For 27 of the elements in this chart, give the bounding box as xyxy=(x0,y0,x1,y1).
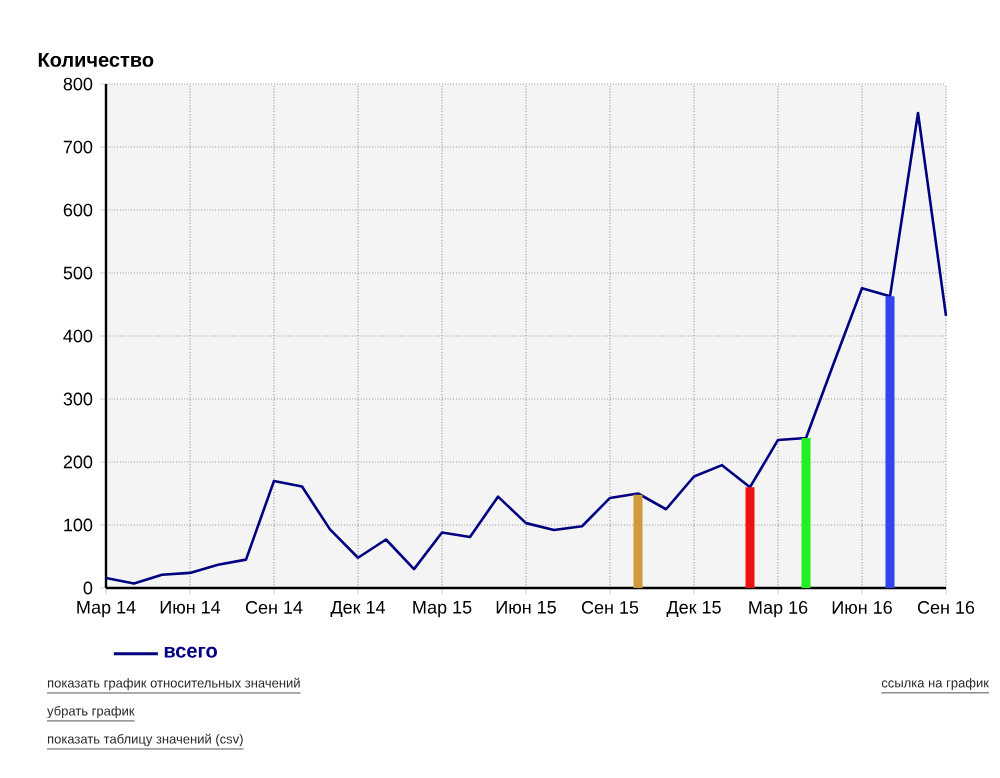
y-axis-title: Количество xyxy=(38,52,154,67)
x-tick-label: Июн 14 xyxy=(160,601,221,614)
bar xyxy=(885,296,895,588)
x-tick-label: Сен 15 xyxy=(581,601,639,614)
bar xyxy=(801,438,811,588)
x-tick-label: Июн 15 xyxy=(496,601,556,614)
x-tick-label: Июн 16 xyxy=(832,601,892,614)
y-tick-label: 400 xyxy=(63,329,93,343)
y-tick-label: 200 xyxy=(63,455,93,469)
x-tick-label: Мар 14 xyxy=(77,601,136,618)
y-tick-label: 100 xyxy=(64,518,93,532)
line-series xyxy=(104,111,948,585)
x-tick-label: Сен 16 xyxy=(917,601,975,614)
y-tick-label: 600 xyxy=(63,203,93,217)
y-tick-label: 0 xyxy=(83,581,93,595)
y-tick-label: 800 xyxy=(63,77,93,91)
x-tick-label: Дек 14 xyxy=(330,601,385,618)
y-tick-label: 500 xyxy=(63,266,93,280)
x-tick-label: Мар 15 xyxy=(413,601,472,618)
y-tick-label: 300 xyxy=(63,392,93,406)
legend-label: всего xyxy=(164,646,217,658)
x-tick-label: Сен 14 xyxy=(245,601,303,614)
x-tick-label: Мар 16 xyxy=(749,601,808,618)
y-tick-label: 700 xyxy=(63,140,93,154)
bar xyxy=(745,487,755,588)
x-tick-label: Дек 15 xyxy=(666,601,721,618)
bar xyxy=(633,494,643,588)
